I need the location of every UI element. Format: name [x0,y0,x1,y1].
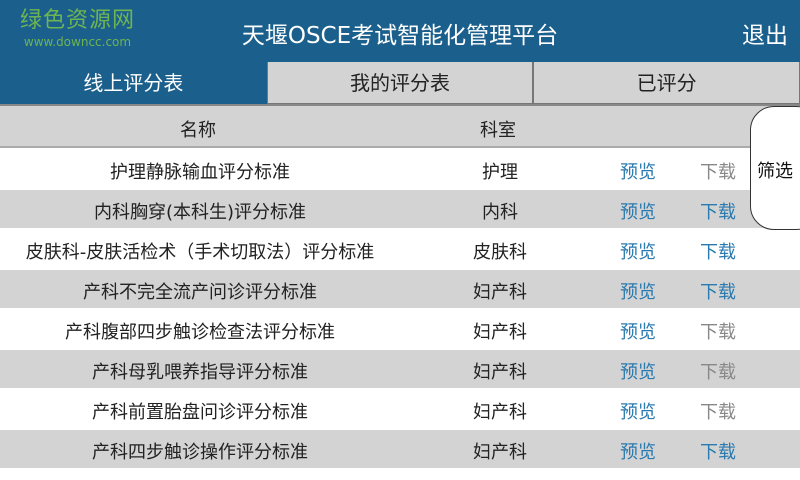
form-name: 产科前置胎盘问诊评分标准 [92,402,308,423]
form-name: 内科胸穿(本科生)评分标准 [93,202,307,223]
download-link[interactable]: 下载 [700,402,736,423]
form-name: 产科四步触诊操作评分标准 [92,442,308,463]
form-dept: 护理 [482,162,518,183]
column-dept-header: 科室 [480,120,516,141]
form-dept: 妇产科 [473,402,527,423]
form-list: 护理静脉输血评分标准 护理 预览 下载 内科胸穿(本科生)评分标准 内科 预览 下… [0,150,800,470]
form-dept: 妇产科 [473,282,527,303]
preview-link[interactable]: 预览 [620,362,656,383]
preview-link[interactable]: 预览 [620,202,656,223]
form-name: 皮肤科-皮肤活检术（手术切取法）评分标准 [25,242,375,263]
preview-link[interactable]: 预览 [620,322,656,343]
filter-button[interactable]: 筛选 [750,106,800,230]
form-dept: 妇产科 [473,442,527,463]
table-row: 皮肤科-皮肤活检术（手术切取法）评分标准 皮肤科 预览 下载 [0,230,800,270]
table-header: 名称 科室 [0,106,800,148]
download-link[interactable]: 下载 [700,162,736,183]
preview-link[interactable]: 预览 [620,402,656,423]
table-row: 产科前置胎盘问诊评分标准 妇产科 预览 下载 [0,390,800,430]
watermark-text: 绿色资源网 [20,8,136,33]
column-name-header: 名称 [180,120,216,141]
form-dept: 皮肤科 [473,242,527,263]
table-row: 产科母乳喂养指导评分标准 妇产科 预览 下载 [0,350,800,390]
form-name: 产科不完全流产问诊评分标准 [83,282,317,303]
download-link[interactable]: 下载 [700,282,736,303]
app-title: 天堰OSCE考试智能化管理平台 [241,23,559,49]
form-dept: 妇产科 [473,362,527,383]
watermark-logo: 绿色资源网 www.downcc.com [20,8,136,49]
table-row: 产科不完全流产问诊评分标准 妇产科 预览 下载 [0,270,800,310]
download-link[interactable]: 下载 [700,322,736,343]
form-name: 护理静脉输血评分标准 [110,162,290,183]
download-link[interactable]: 下载 [700,202,736,223]
table-row: 护理静脉输血评分标准 护理 预览 下载 [0,150,800,190]
preview-link[interactable]: 预览 [620,282,656,303]
table-row: 产科腹部四步触诊检查法评分标准 妇产科 预览 下载 [0,310,800,350]
download-link[interactable]: 下载 [700,362,736,383]
preview-link[interactable]: 预览 [620,242,656,263]
form-dept: 妇产科 [473,322,527,343]
table-row: 内科胸穿(本科生)评分标准 内科 预览 下载 [0,190,800,230]
tab-online-forms[interactable]: 线上评分表 [0,62,267,104]
logout-button[interactable]: 退出 [742,23,788,49]
download-link[interactable]: 下载 [700,442,736,463]
tab-scored[interactable]: 已评分 [533,62,800,104]
tab-bar: 线上评分表 我的评分表 已评分 [0,62,800,106]
form-name: 产科腹部四步触诊检查法评分标准 [65,322,335,343]
form-name: 产科母乳喂养指导评分标准 [92,362,308,383]
preview-link[interactable]: 预览 [620,442,656,463]
watermark-url: www.downcc.com [23,35,132,49]
table-row: 产科四步触诊操作评分标准 妇产科 预览 下载 [0,430,800,470]
tab-my-forms[interactable]: 我的评分表 [266,62,534,104]
preview-link[interactable]: 预览 [620,162,656,183]
form-dept: 内科 [482,202,518,223]
download-link[interactable]: 下载 [700,242,736,263]
app-header: 天堰OSCE考试智能化管理平台 退出 [0,0,800,64]
